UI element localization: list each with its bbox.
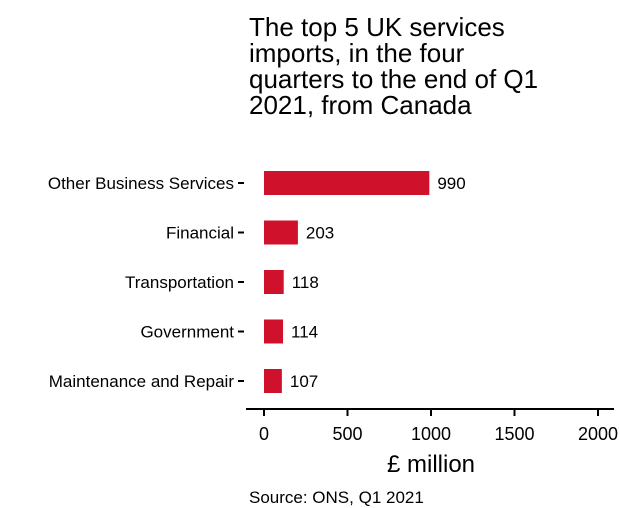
data-label: 107	[290, 372, 318, 391]
category-label: Financial	[166, 224, 234, 243]
category-label: Other Business Services	[48, 174, 234, 193]
x-tick-label: 500	[332, 424, 362, 444]
x-tick-label: 1500	[494, 424, 534, 444]
category-label: Government	[140, 323, 234, 342]
data-label: 118	[292, 273, 319, 292]
bar	[264, 369, 282, 393]
x-tick-label: 0	[259, 424, 269, 444]
data-label: 203	[306, 224, 334, 243]
x-tick-label: 1000	[411, 424, 451, 444]
bar	[264, 171, 430, 195]
x-axis-label: £ million	[387, 451, 475, 478]
data-label: 990	[437, 174, 465, 193]
bar	[264, 220, 298, 245]
chart-title: The top 5 UK services imports, in the fo…	[249, 12, 539, 120]
category-label: Maintenance and Repair	[49, 372, 235, 391]
data-label: 114	[291, 323, 318, 342]
category-label: Transportation	[125, 273, 234, 292]
bar	[264, 270, 284, 294]
bar	[264, 319, 284, 344]
x-tick-label: 2000	[578, 424, 618, 444]
source-note: Source: ONS, Q1 2021	[249, 488, 424, 507]
